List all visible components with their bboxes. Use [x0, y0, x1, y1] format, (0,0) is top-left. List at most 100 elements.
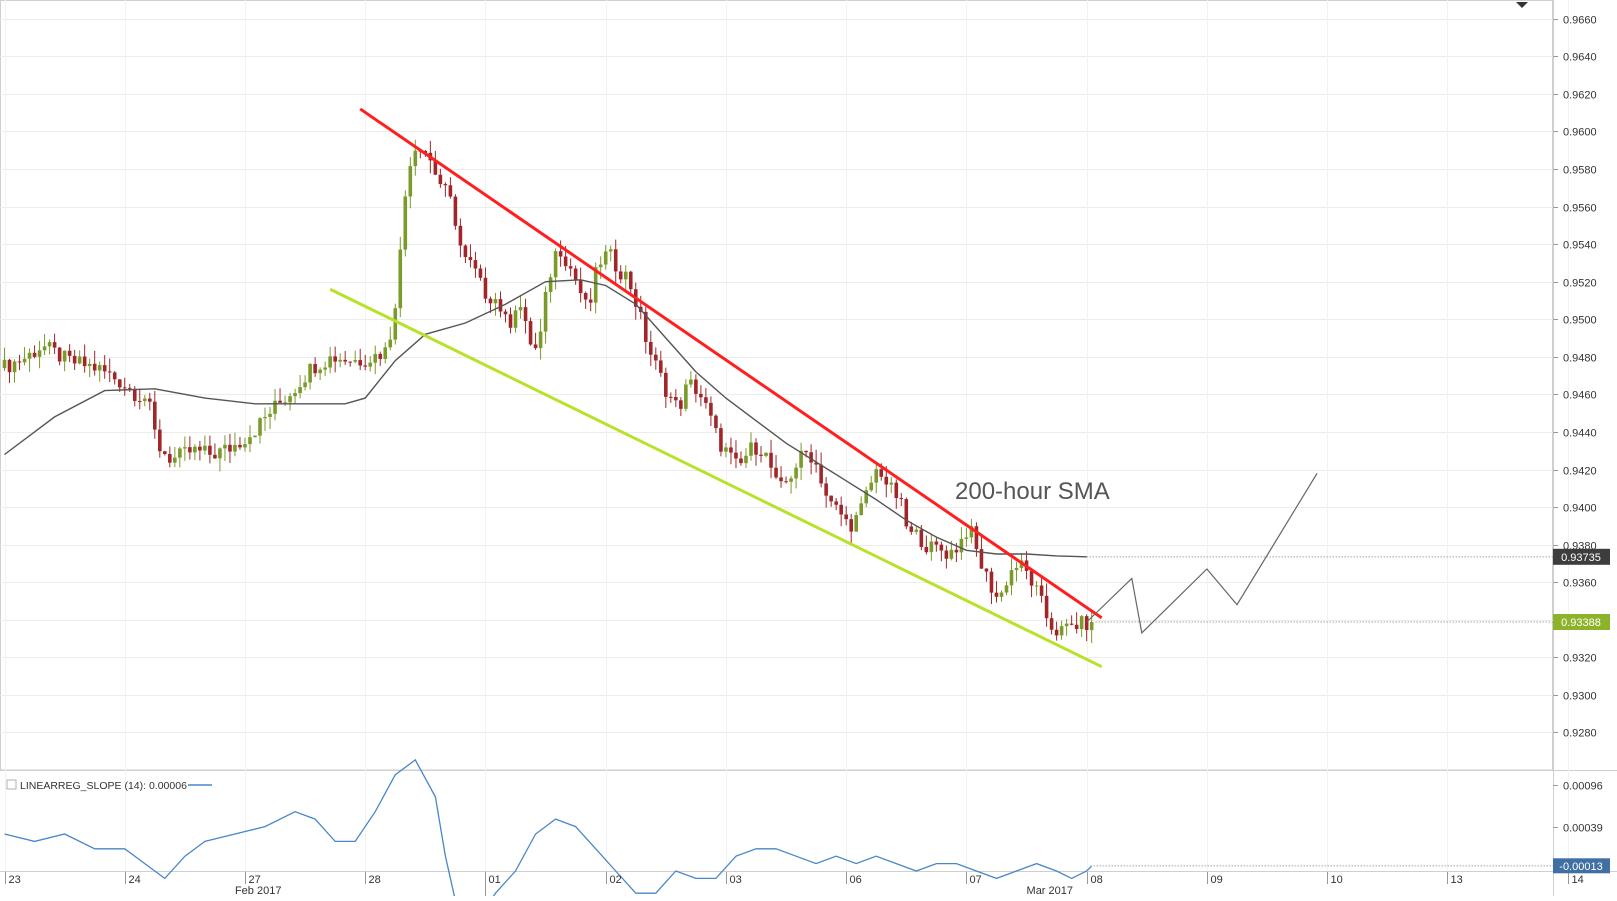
candle-body: [598, 264, 603, 268]
candle-body: [142, 398, 147, 402]
candle-body: [12, 361, 17, 373]
indicator-toggle-icon[interactable]: [6, 779, 17, 790]
price-tick-label: 0.9620: [1563, 90, 1597, 102]
candle-body: [238, 444, 242, 448]
chart-menu-chevron-icon[interactable]: [1516, 2, 1528, 8]
candle-body: [623, 271, 628, 280]
price-tick-label: 0.9520: [1563, 278, 1597, 290]
candle-body: [358, 360, 363, 366]
candle-body: [353, 360, 357, 362]
indicator-panel[interactable]: [4, 758, 1554, 901]
candle-body: [799, 450, 803, 468]
candle-body: [147, 398, 152, 402]
price-tick-label: 0.9640: [1563, 52, 1597, 64]
candle-body: [62, 350, 67, 362]
candle-body: [1044, 595, 1049, 619]
candle-body: [1084, 616, 1089, 631]
candle-body: [473, 260, 478, 269]
candle-body: [548, 277, 553, 293]
candle-body: [503, 311, 508, 315]
candle-body: [188, 447, 192, 453]
candle-body: [438, 174, 443, 185]
candle-body: [273, 400, 277, 414]
candle-body: [1049, 618, 1054, 630]
slope-value: -0.00013: [1559, 861, 1602, 873]
price-tick-label: 0.9280: [1563, 728, 1597, 740]
candle-body: [894, 482, 899, 498]
time-tick-label: 10: [1331, 874, 1343, 886]
candle-body: [643, 311, 648, 342]
candle-body: [869, 482, 874, 491]
indicator-label: LINEARREG_SLOPE (14): 0.00006: [20, 780, 187, 792]
price-tick-label: 0.9600: [1563, 127, 1597, 139]
candle-body: [218, 448, 222, 459]
support-trendline[interactable]: [329, 287, 1103, 669]
indicator-tick-label: 0.00096: [1563, 781, 1603, 793]
time-tick-label: 01: [489, 874, 501, 886]
candle-body: [163, 451, 167, 454]
candle-body: [323, 367, 327, 370]
resistance-trendline[interactable]: [359, 107, 1103, 620]
candle-body: [193, 446, 197, 453]
candle-body: [829, 495, 833, 502]
candle-body: [879, 469, 884, 477]
candle-body: [588, 299, 593, 303]
candle-body: [82, 356, 87, 367]
candle-body: [904, 499, 909, 527]
candle-body: [77, 356, 82, 364]
candle-body: [724, 447, 728, 452]
candle-body: [1089, 622, 1094, 631]
candle-body: [939, 544, 944, 551]
candle-body: [578, 280, 583, 294]
price-tick-label: 0.9560: [1563, 203, 1597, 215]
candle-body: [719, 428, 723, 452]
candle-body: [112, 372, 117, 380]
time-tick-label: 07: [970, 874, 982, 886]
candle-body: [168, 453, 172, 463]
candle-body: [198, 446, 202, 451]
candle-body: [543, 292, 548, 332]
candle-body: [1064, 623, 1069, 627]
candle-body: [488, 298, 493, 304]
candle-body: [203, 445, 207, 451]
candle-body: [248, 437, 252, 445]
candle-body: [22, 358, 27, 363]
candle-body: [373, 353, 378, 363]
candle-body: [974, 526, 979, 550]
candle-body: [749, 442, 753, 456]
candle-body: [268, 413, 272, 417]
candle-body: [513, 310, 518, 328]
candle-body: [739, 458, 743, 464]
price-panel[interactable]: [2, 107, 1553, 669]
last-price-badge: 0.93388: [1553, 614, 1610, 630]
price-tick-label: 0.9480: [1563, 353, 1597, 365]
candle-body: [398, 249, 403, 309]
candle-body: [127, 387, 132, 389]
candle-body: [453, 196, 458, 226]
candle-body: [107, 371, 112, 373]
candle-body: [819, 464, 823, 484]
candle-body: [478, 268, 483, 278]
candle-body: [583, 293, 588, 300]
candle-body: [213, 454, 217, 459]
candle-body: [959, 538, 964, 553]
candle-body: [338, 359, 342, 362]
candle-body: [814, 462, 818, 465]
price-tick-label: 0.9660: [1563, 15, 1597, 27]
candle-body: [463, 245, 468, 258]
candle-body: [1014, 567, 1019, 571]
candle-body: [313, 364, 317, 374]
candle-body: [493, 299, 498, 304]
candle-body: [704, 397, 708, 403]
candle-body: [288, 396, 292, 403]
candle-body: [178, 448, 182, 458]
price-tick-label: 0.9300: [1563, 691, 1597, 703]
time-tick-label: 08: [1091, 874, 1103, 886]
candle-body: [944, 550, 949, 559]
candle-body: [97, 365, 102, 371]
candle-body: [618, 271, 623, 280]
price-tick-label: 0.9400: [1563, 503, 1597, 515]
